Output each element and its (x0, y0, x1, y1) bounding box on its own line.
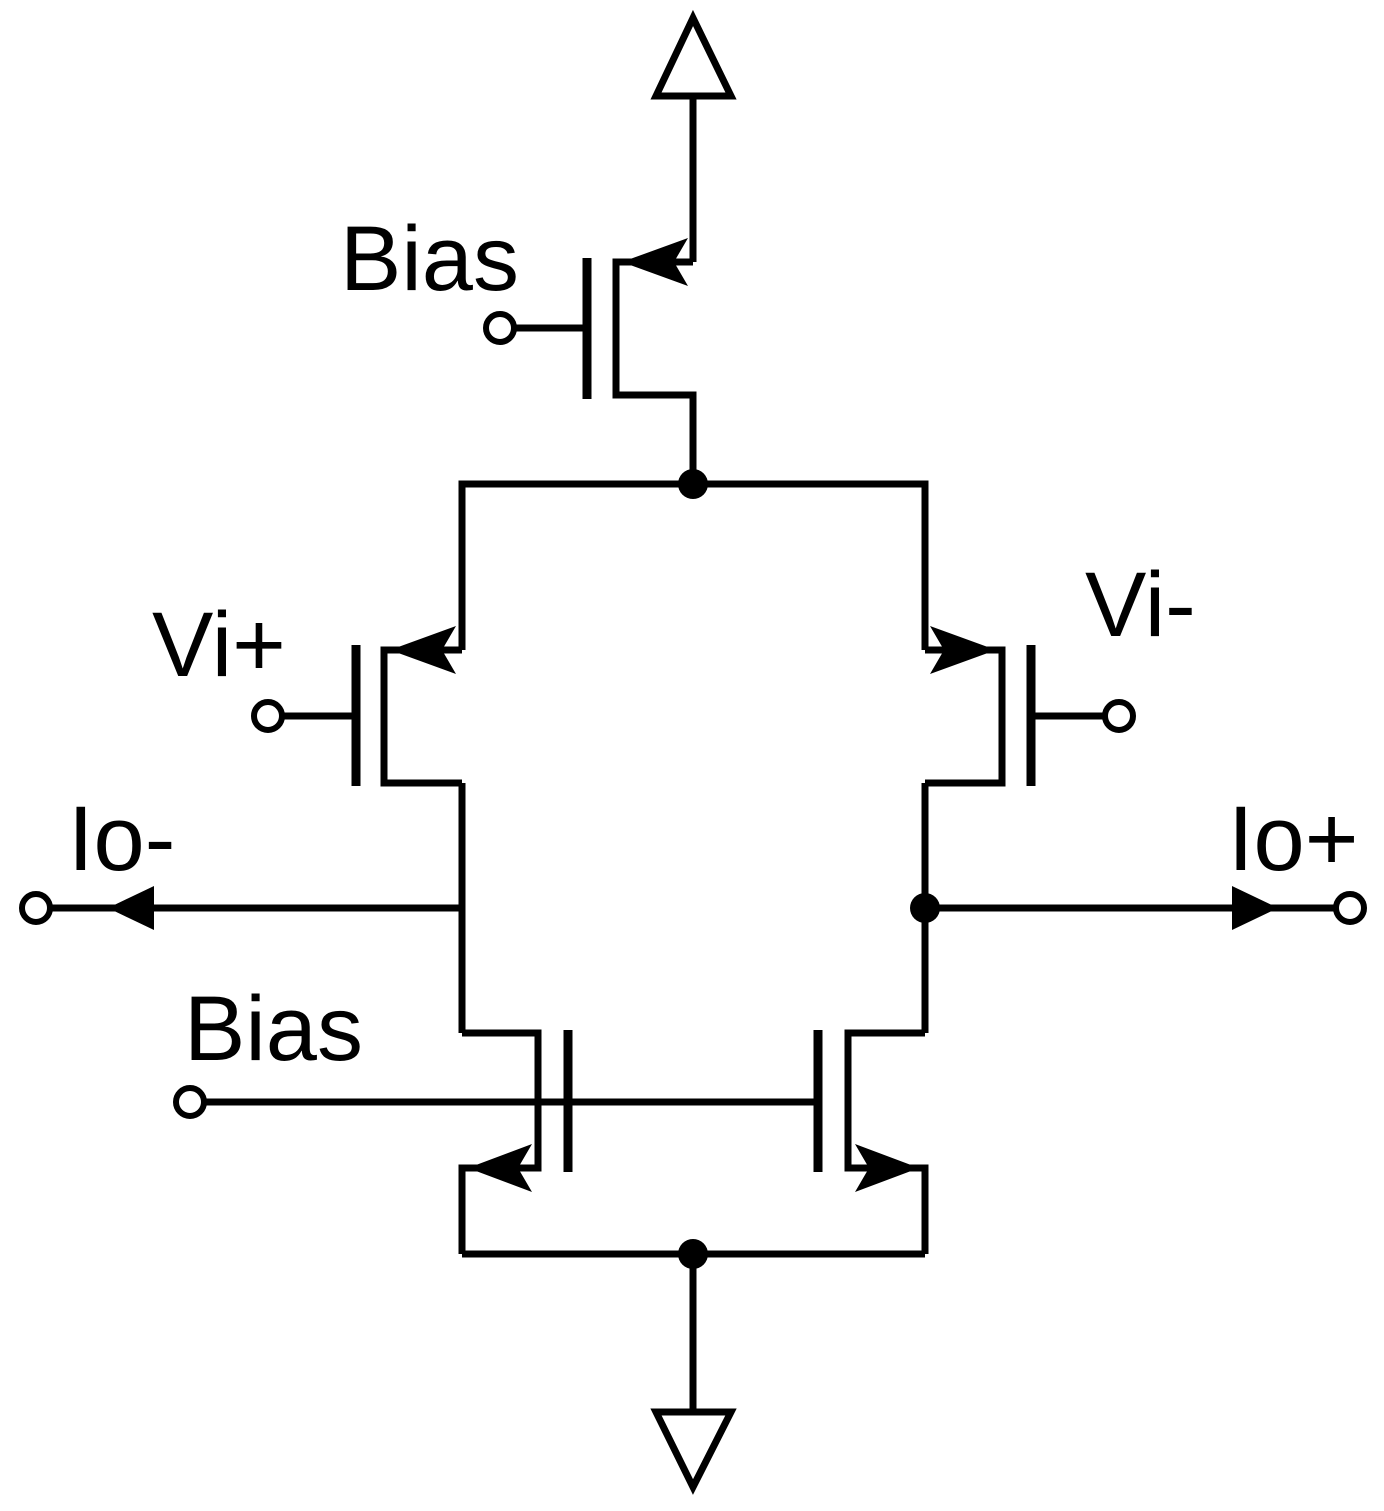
io-plus-terminal[interactable] (1333, 891, 1367, 925)
io-minus-arrow (108, 886, 154, 930)
label-bias-top: Bias (340, 208, 519, 310)
label-io-plus: Io+ (1228, 788, 1358, 890)
bias-top-terminal[interactable] (483, 311, 517, 345)
pmos-input-left (283, 626, 462, 787)
pmos-tail-transistor (514, 96, 697, 484)
top-rail-wire (458, 480, 929, 650)
nmos-load-left (458, 1029, 573, 1254)
label-io-minus: Io- (68, 788, 175, 890)
ground-symbol (650, 1408, 737, 1495)
vdd-symbol (650, 9, 737, 100)
label-bias-bottom: Bias (184, 978, 363, 1080)
label-vi-minus: Vi- (1085, 554, 1196, 656)
io-plus-arrow (1232, 886, 1278, 930)
label-vi-plus: Vi+ (152, 594, 286, 696)
vi-plus-terminal[interactable] (251, 699, 285, 733)
bias-bottom-terminal[interactable] (173, 1085, 207, 1119)
nmos-load-right (813, 1029, 929, 1254)
io-plus-node-dot (910, 893, 940, 923)
io-minus-terminal[interactable] (19, 891, 53, 925)
pmos-input-right (925, 626, 1104, 787)
bottom-node-dot (678, 1239, 708, 1269)
vi-minus-terminal[interactable] (1102, 699, 1136, 733)
top-node-dot (678, 469, 708, 499)
